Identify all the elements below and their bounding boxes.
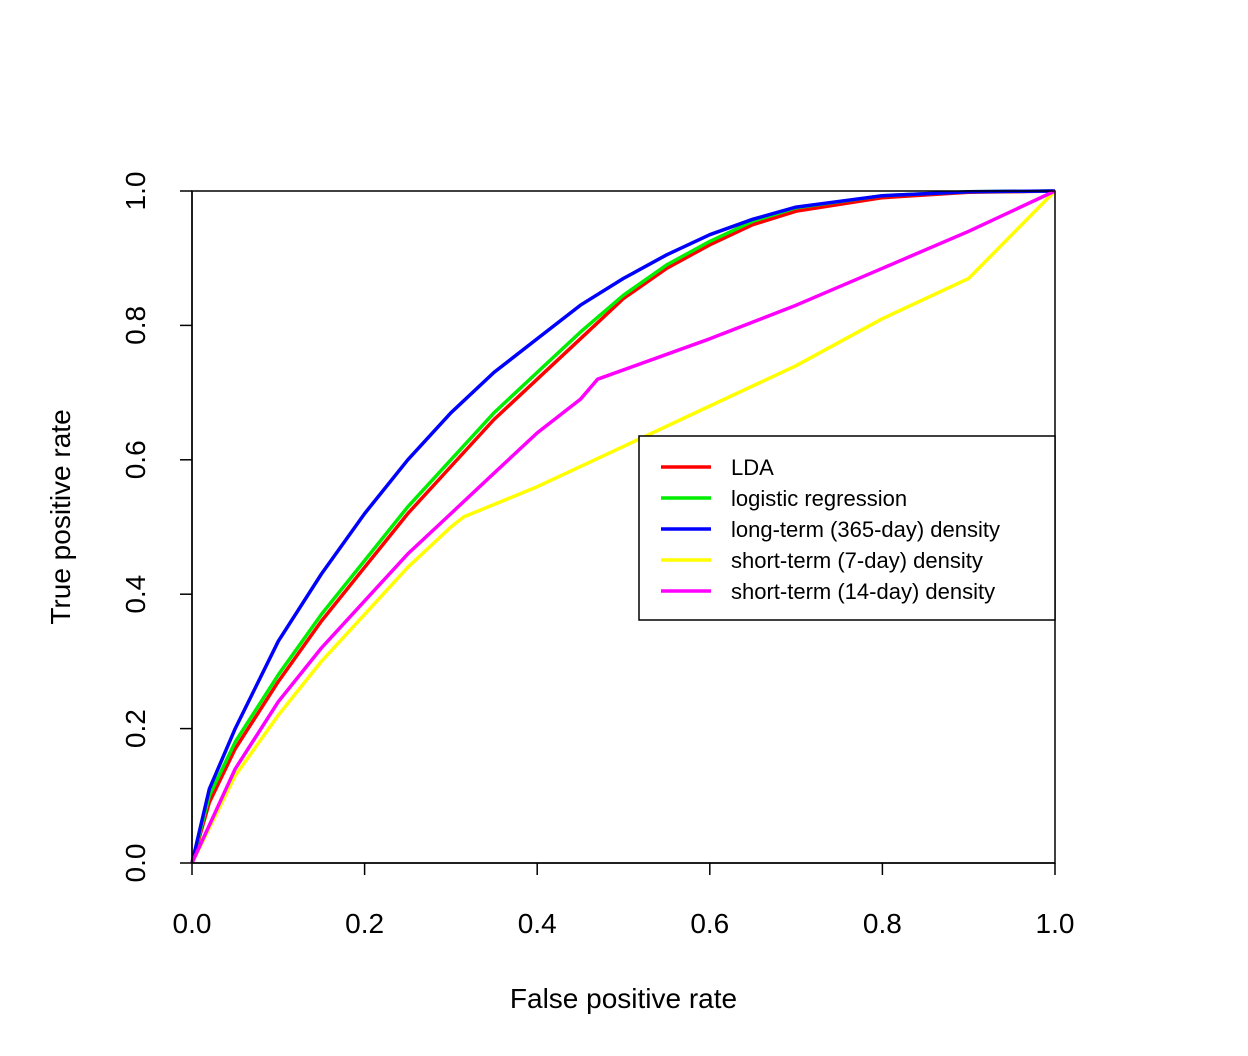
y-tick-label: 0.4 [120,575,151,614]
x-tick-label: 1.0 [1036,908,1075,939]
x-axis-title: False positive rate [510,983,737,1014]
series-line-2 [190,189,1056,864]
x-tick-label: 0.8 [863,908,902,939]
series-line-3 [190,189,1057,864]
x-tick-label: 0.0 [173,908,212,939]
y-tick-label: 1.0 [120,172,151,211]
legend: LDA logistic regression long-term (365-day… [638,435,1056,621]
x-tick-label: 0.6 [690,908,729,939]
legend-label-3: short-term (7-day) density [731,548,983,573]
y-tick-label: 0.8 [120,306,151,345]
y-tick-label: 0.0 [120,844,151,883]
legend-label-1: logistic regression [731,486,907,511]
series-lines [190,189,1057,864]
legend-label-2: long-term (365-day) density [731,517,1000,542]
series-line-4 [190,189,1056,864]
y-axis-title: True positive rate [45,409,76,624]
series-line-0 [190,189,1056,864]
legend-label-0: LDA [731,455,774,480]
legend-label-4: short-term (14-day) density [731,579,995,604]
x-tick-label: 0.2 [345,908,384,939]
y-tick-label: 0.2 [120,709,151,748]
axes: 0.0 0.2 0.4 0.6 0.8 1.0 0.0 0.2 0.4 0.6 0.8 1.0 [120,172,1074,939]
x-tick-label: 0.4 [518,908,557,939]
y-tick-label: 0.6 [120,440,151,479]
